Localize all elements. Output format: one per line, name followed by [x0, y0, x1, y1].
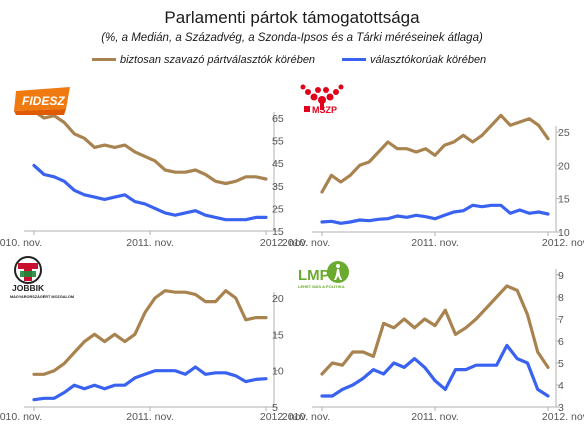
fidesz-logo-text: FIDESZ	[22, 94, 65, 108]
y-tick-label-fidesz: 55	[272, 136, 284, 148]
series-line-jobbik-sure	[32, 289, 268, 376]
x-tick-label-fidesz: 2010. nov.	[0, 237, 42, 249]
mszp-logo: MSZP	[300, 84, 344, 115]
legend-label-all-voters: választókorúak körében	[370, 54, 487, 66]
x-tick-label-jobbik: 2011. nov.	[126, 411, 173, 423]
axis-jobbik: 5 10 15 20 2010. nov. 2011. nov. 2012. nov.	[0, 292, 308, 423]
x-tick-label-fidesz: 2012. nov.	[260, 237, 308, 249]
chart-title: Parlamenti pártok támogatottsága	[164, 8, 420, 27]
y-tick-label-jobbik: 5	[272, 402, 278, 414]
legend-item-sure-voters: biztosan szavazó pártválasztók körében	[92, 54, 315, 66]
y-tick-label-lmp: 8	[558, 292, 564, 304]
x-tick-label-jobbik: 2012. nov.	[260, 411, 308, 423]
fidesz-logo: FIDESZ	[14, 87, 70, 115]
y-tick-label-jobbik: 20	[272, 293, 284, 305]
jobbik-logo-text: JOBBIK	[12, 283, 45, 293]
x-tick-label-mszp: 2011. nov.	[411, 237, 458, 249]
lmp-logo-subtext: LEHET MÁS A POLITIKA	[298, 284, 345, 289]
series-line-jobbik-all	[32, 365, 268, 402]
y-tick-label-mszp: 10	[558, 227, 570, 239]
series-line-mszp-sure	[320, 113, 550, 194]
x-tick-label-lmp: 2012. nov.	[542, 411, 584, 423]
y-tick-label-lmp: 9	[558, 270, 564, 282]
series-line-fidesz-all	[32, 163, 268, 222]
y-tick-label-fidesz: 25	[272, 203, 284, 215]
legend: biztosan szavazó pártválasztók körében v…	[0, 54, 584, 70]
legend-item-all-voters: választókorúak körében	[342, 54, 486, 66]
legend-label-sure-voters: biztosan szavazó pártválasztók körében	[120, 54, 316, 66]
y-tick-label-fidesz: 65	[272, 113, 284, 125]
axis-lmp: 3 4 5 6 7 8 9 2010. nov. 2011. nov. 2012. nov.	[282, 269, 584, 423]
legend-swatch-sure-voters	[92, 57, 116, 61]
y-tick-label-lmp: 6	[558, 336, 564, 348]
series-line-fidesz-sure	[32, 109, 268, 186]
y-tick-label-lmp: 3	[558, 402, 564, 414]
x-tick-label-fidesz: 2011. nov.	[126, 237, 173, 249]
axis-mszp: 10 15 20 25 2010. nov. 2011. nov. 2012. nov.	[282, 126, 584, 249]
x-tick-label-mszp: 2010. nov.	[282, 237, 330, 249]
legend-swatch-all-voters	[342, 57, 366, 61]
series-line-lmp-all	[320, 343, 550, 398]
y-tick-label-lmp: 7	[558, 314, 564, 326]
x-tick-label-lmp: 2011. nov.	[411, 411, 458, 423]
x-tick-label-mszp: 2012. nov.	[542, 237, 584, 249]
series-line-mszp-all	[320, 203, 550, 225]
y-tick-label-mszp: 25	[558, 127, 570, 139]
mszp-logo-text: MSZP	[312, 105, 337, 115]
y-tick-label-jobbik: 15	[272, 329, 284, 341]
y-tick-label-fidesz: 15	[272, 226, 284, 238]
x-tick-label-lmp: 2010. nov.	[282, 411, 330, 423]
jobbik-logo: JOBBIK MAGYARORSZÁGÉRT MOZGALOM	[10, 256, 74, 299]
lmp-logo-text: LMP	[298, 267, 330, 284]
y-tick-label-mszp: 15	[558, 194, 570, 206]
y-tick-label-fidesz: 45	[272, 158, 284, 170]
y-tick-label-jobbik: 10	[272, 366, 284, 378]
y-tick-label-mszp: 20	[558, 160, 570, 172]
axis-fidesz: 15 25 35 45 55 65 2010. nov. 2011. nov. 2012. no…	[0, 112, 308, 249]
jobbik-logo-subtext: MAGYARORSZÁGÉRT MOZGALOM	[10, 294, 74, 299]
y-tick-label-fidesz: 35	[272, 181, 284, 193]
y-tick-label-lmp: 4	[558, 380, 564, 392]
series-line-lmp-sure	[320, 284, 550, 376]
y-tick-label-lmp: 5	[558, 358, 564, 370]
lmp-logo: LMP LEHET MÁS A POLITIKA	[298, 261, 349, 289]
chart-subtitle: (%, a Medián, a Századvég, a Szonda-Ipso…	[101, 32, 483, 44]
x-tick-label-jobbik: 2010. nov.	[0, 411, 42, 423]
